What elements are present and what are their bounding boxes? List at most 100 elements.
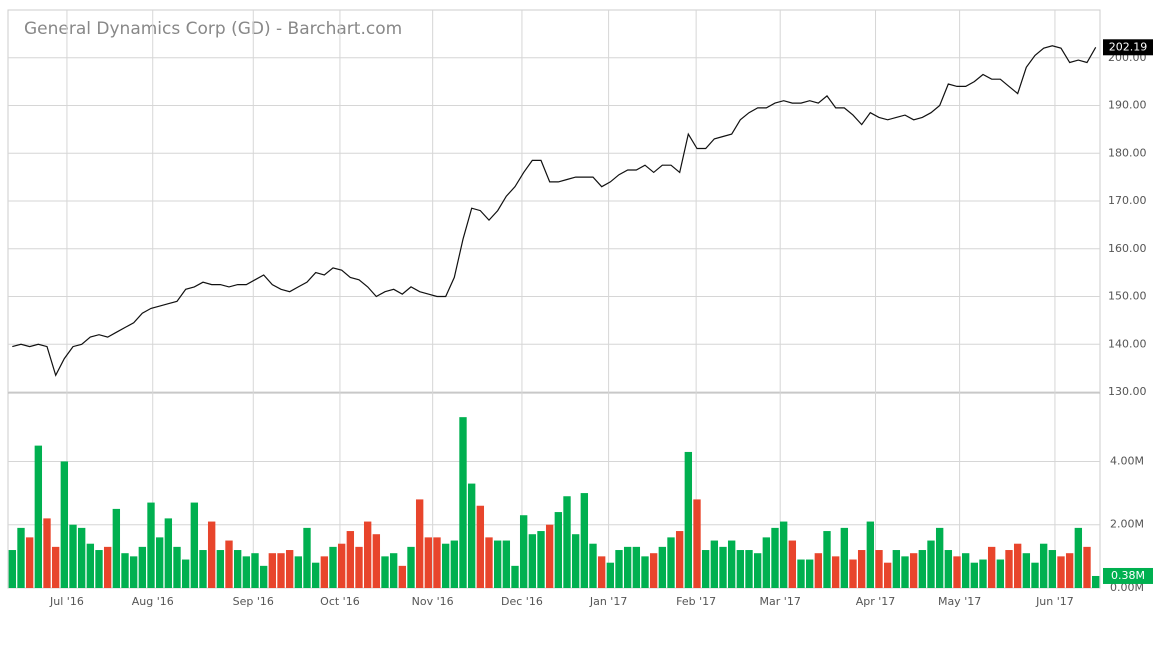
volume-bar: [615, 550, 623, 588]
volume-bar: [242, 556, 251, 588]
volume-bar: [225, 540, 233, 588]
volume-bar: [840, 527, 849, 588]
volume-bar: [1065, 553, 1074, 588]
volume-bar: [441, 543, 450, 588]
volume-bar: [86, 543, 95, 588]
x-tick-label: Jul '16: [49, 595, 84, 608]
volume-bar: [294, 556, 303, 588]
volume-bar: [623, 546, 632, 588]
volume-bar: [753, 553, 762, 588]
x-tick-label: Mar '17: [760, 595, 801, 608]
y-tick-label: 4.00M: [1110, 454, 1144, 467]
volume-bar: [649, 553, 658, 588]
volume-bar: [606, 562, 615, 588]
volume-bar: [918, 550, 927, 588]
volume-bar: [1005, 550, 1013, 588]
volume-bar: [502, 540, 511, 588]
volume-bar: [34, 445, 43, 588]
volume-bar: [77, 527, 86, 588]
volume-bar: [571, 534, 580, 588]
volume-bar: [589, 543, 597, 588]
volume-bar: [927, 540, 935, 588]
volume-bar: [814, 553, 823, 588]
last-volume-box: [1103, 567, 1153, 584]
volume-bar: [251, 553, 259, 588]
volume-bar: [285, 550, 294, 588]
volume-bar: [797, 559, 805, 588]
volume-bar: [103, 546, 112, 588]
volume-bar: [1013, 543, 1022, 588]
volume-bar: [849, 559, 857, 588]
volume-bar: [433, 537, 441, 588]
volume-bar: [155, 537, 164, 588]
volume-bar: [779, 521, 788, 588]
volume-bar: [51, 546, 60, 588]
volume-bar: [303, 527, 311, 588]
volume-bar: [476, 505, 485, 588]
volume-bar: [277, 553, 285, 588]
y-tick-label: 180.00: [1108, 146, 1147, 159]
volume-bar: [320, 556, 329, 588]
volume-bar: [424, 537, 433, 588]
volume-bar: [164, 518, 173, 588]
last-price-box: [1103, 39, 1153, 56]
last-volume-label: 0.38M: [1111, 569, 1145, 582]
volume-bar: [996, 559, 1005, 588]
volume-bar: [329, 546, 337, 588]
volume-bar: [233, 550, 242, 588]
volume-bar: [355, 546, 363, 588]
volume-bar: [857, 550, 866, 588]
volume-bar: [823, 531, 831, 588]
chart-title: General Dynamics Corp (GD) - Barchart.co…: [24, 19, 402, 39]
volume-bar: [190, 502, 199, 588]
volume-bar: [207, 521, 216, 588]
volume-bar: [537, 531, 545, 588]
volume-bar: [944, 550, 953, 588]
volume-bar: [415, 499, 424, 588]
volume-bar: [641, 556, 649, 588]
y-tick-label: 190.00: [1108, 99, 1147, 112]
volume-bar: [771, 527, 779, 588]
volume-bar: [1083, 546, 1091, 588]
y-tick-label: 0.00M: [1110, 581, 1144, 594]
volume-bar: [987, 546, 996, 588]
volume-bar: [363, 521, 372, 588]
volume-bar: [311, 562, 320, 588]
volume-bar: [337, 543, 346, 588]
x-tick-label: Apr '17: [856, 595, 896, 608]
volume-bar: [979, 559, 987, 588]
volume-bar: [112, 508, 121, 588]
volume-bar: [138, 546, 147, 588]
volume-bar: [684, 451, 693, 588]
volume-bar: [69, 524, 77, 588]
volume-bar: [268, 553, 277, 588]
volume-bar: [216, 550, 225, 588]
x-tick-label: Dec '16: [501, 595, 543, 608]
x-tick-label: Oct '16: [320, 595, 360, 608]
volume-bar: [1057, 556, 1065, 588]
volume-bar: [511, 565, 519, 588]
volume-bar: [528, 534, 537, 588]
volume-bar: [95, 550, 103, 588]
x-tick-label: Jan '17: [589, 595, 627, 608]
volume-bar: [129, 556, 138, 588]
volume-bar: [831, 556, 840, 588]
y-tick-label: 160.00: [1108, 242, 1147, 255]
volume-bar: [762, 537, 771, 588]
y-tick-label: 140.00: [1108, 337, 1147, 350]
plot-frame: [7, 9, 1101, 589]
volume-bar: [389, 553, 398, 588]
volume-bar: [667, 537, 675, 588]
volume-bar: [60, 461, 69, 588]
volume-bar: [493, 540, 502, 588]
volume-bar: [658, 546, 667, 588]
x-tick-label: Feb '17: [676, 595, 716, 608]
volume-bar: [597, 556, 606, 588]
volume-bar: [346, 531, 355, 588]
volume-bar: [407, 546, 415, 588]
y-tick-label: 150.00: [1108, 290, 1147, 303]
volume-bar: [1048, 550, 1057, 588]
volume-bar: [545, 524, 554, 588]
volume-bar: [519, 515, 528, 588]
